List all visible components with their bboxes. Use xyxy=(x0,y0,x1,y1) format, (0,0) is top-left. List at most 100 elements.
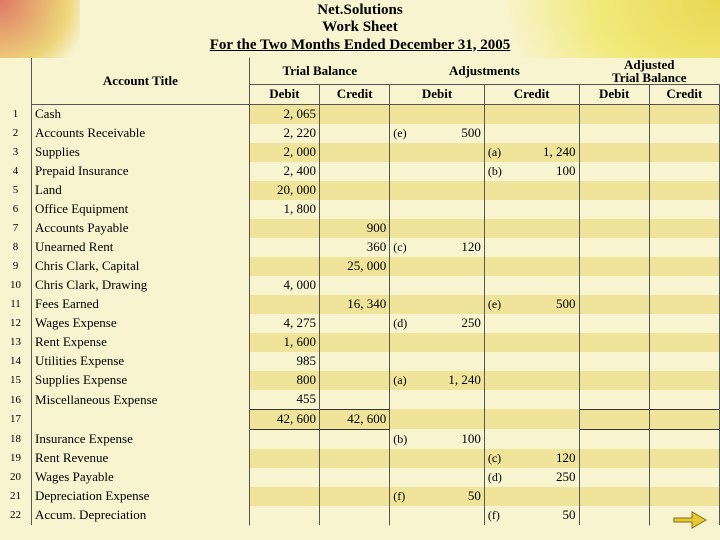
cell xyxy=(649,162,719,181)
adj-credit-ref xyxy=(484,200,514,219)
cell xyxy=(579,506,649,525)
adj-debit-amt xyxy=(420,276,484,295)
cell xyxy=(649,219,719,238)
cell xyxy=(579,257,649,276)
next-arrow-icon[interactable] xyxy=(672,508,708,532)
adj-credit-amt xyxy=(514,104,579,124)
cell xyxy=(579,219,649,238)
cell: 900 xyxy=(320,219,390,238)
adj-debit-ref xyxy=(390,162,420,181)
adj-debit-ref xyxy=(390,200,420,219)
cell xyxy=(649,429,719,449)
table-row: 22 Accum. Depreciation(f)50 xyxy=(0,506,720,525)
adj-credit-amt xyxy=(514,390,579,410)
table-row: 16Miscellaneous Expense455 xyxy=(0,390,720,410)
cell xyxy=(649,352,719,371)
adj-credit-amt xyxy=(514,276,579,295)
adj-credit-ref xyxy=(484,333,514,352)
table-row: 19Rent Revenue(c)120 xyxy=(0,449,720,468)
adj-debit-ref xyxy=(390,104,420,124)
adj-credit-ref xyxy=(484,124,514,143)
row-number: 4 xyxy=(0,162,32,181)
adj-debit-amt: 50 xyxy=(420,487,484,506)
account-title-cell: Office Equipment xyxy=(32,200,250,219)
cell xyxy=(649,468,719,487)
table-row: 4Prepaid Insurance2, 400(b)100 xyxy=(0,162,720,181)
atb-credit-header: Credit xyxy=(649,84,719,104)
account-title-cell: Wages Expense xyxy=(32,314,250,333)
account-title-cell: Wages Payable xyxy=(32,468,250,487)
cell xyxy=(249,429,319,449)
atb-debit-header: Debit xyxy=(579,84,649,104)
cell: 2, 000 xyxy=(249,143,319,162)
cell xyxy=(320,449,390,468)
adj-debit-amt xyxy=(420,506,484,525)
adj-credit-amt xyxy=(514,219,579,238)
adj-credit-ref: (e) xyxy=(484,295,514,314)
adj-credit-ref: (c) xyxy=(484,449,514,468)
adj-credit-amt xyxy=(514,333,579,352)
account-title-cell: Chris Clark, Drawing xyxy=(32,276,250,295)
cell xyxy=(579,104,649,124)
cell xyxy=(649,371,719,390)
sheet-title: Work Sheet xyxy=(0,19,720,36)
cell xyxy=(579,276,649,295)
cell: 985 xyxy=(249,352,319,371)
cell: 2, 065 xyxy=(249,104,319,124)
table-row: 5Land20, 000 xyxy=(0,181,720,200)
cell xyxy=(320,314,390,333)
adj-debit-ref xyxy=(390,257,420,276)
table-row: 3Supplies2, 000(a)1, 240 xyxy=(0,143,720,162)
cell xyxy=(649,276,719,295)
adj-debit-ref: (e) xyxy=(390,124,420,143)
row-number: 18 xyxy=(0,429,32,449)
adj-debit-ref: (a) xyxy=(390,371,420,390)
table-row: 20Wages Payable(d)250 xyxy=(0,468,720,487)
cell xyxy=(649,409,719,429)
cell: 455 xyxy=(249,390,319,410)
adj-debit-amt xyxy=(420,409,484,429)
cell xyxy=(579,295,649,314)
account-title-cell: Rent Expense xyxy=(32,333,250,352)
adj-debit-ref: (c) xyxy=(390,238,420,257)
adj-debit-header: Debit xyxy=(390,84,485,104)
cell xyxy=(320,333,390,352)
adj-debit-amt xyxy=(420,468,484,487)
adj-debit-amt xyxy=(420,162,484,181)
row-number: 19 xyxy=(0,449,32,468)
adj-credit-amt xyxy=(514,352,579,371)
adj-debit-ref xyxy=(390,409,420,429)
cell xyxy=(649,181,719,200)
adj-debit-ref: (d) xyxy=(390,314,420,333)
row-number: 7 xyxy=(0,219,32,238)
account-title-cell xyxy=(32,409,250,429)
cell xyxy=(320,468,390,487)
cell: 360 xyxy=(320,238,390,257)
adj-credit-amt: 1, 240 xyxy=(514,143,579,162)
cell: 25, 000 xyxy=(320,257,390,276)
adj-debit-ref xyxy=(390,390,420,410)
adj-credit-amt xyxy=(514,257,579,276)
cell xyxy=(649,333,719,352)
cell xyxy=(249,257,319,276)
adj-debit-ref xyxy=(390,295,420,314)
row-number: 11 xyxy=(0,295,32,314)
adj-debit-ref xyxy=(390,333,420,352)
table-row: 6Office Equipment1, 800 xyxy=(0,200,720,219)
adj-credit-ref xyxy=(484,257,514,276)
cell xyxy=(649,449,719,468)
row-number: 8 xyxy=(0,238,32,257)
table-row: 21 Depreciation Expense(f)50 xyxy=(0,487,720,506)
account-title-cell: Rent Revenue xyxy=(32,449,250,468)
account-title-cell: Chris Clark, Capital xyxy=(32,257,250,276)
adj-debit-amt xyxy=(420,104,484,124)
adj-credit-amt: 250 xyxy=(514,468,579,487)
table-row: 18Insurance Expense(b)100 xyxy=(0,429,720,449)
worksheet-table: Account Title Trial Balance Adjustments … xyxy=(0,58,720,525)
table-row: 14Utilities Expense985 xyxy=(0,352,720,371)
cell xyxy=(579,352,649,371)
row-number: 9 xyxy=(0,257,32,276)
cell xyxy=(579,181,649,200)
row-number: 14 xyxy=(0,352,32,371)
account-title-cell: Supplies xyxy=(32,143,250,162)
